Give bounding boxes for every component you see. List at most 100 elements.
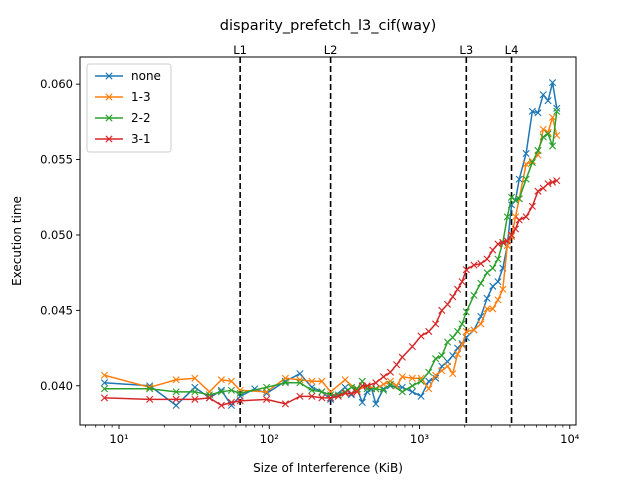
- data-point-marker: [528, 202, 536, 210]
- data-point-marker: [172, 395, 180, 403]
- data-point-marker: [379, 386, 388, 394]
- legend-label: 1-3: [131, 90, 151, 104]
- data-point-marker: [544, 97, 552, 105]
- data-point-marker: [363, 382, 371, 390]
- data-point-marker: [438, 367, 446, 375]
- y-tick-label: 0.045: [40, 303, 73, 317]
- x-tick-label: 10²: [260, 432, 279, 446]
- plot-area: L1 L2 L3 L4: [79, 43, 577, 426]
- data-point-marker: [191, 374, 199, 382]
- data-point-marker: [417, 332, 425, 340]
- data-point-marker: [417, 392, 425, 400]
- data-point-marker: [470, 291, 478, 299]
- y-tick-label: 0.050: [40, 228, 73, 242]
- series-layer: [100, 79, 561, 409]
- data-point-marker: [217, 401, 225, 409]
- data-point-marker: [296, 376, 304, 384]
- data-point-marker: [503, 213, 511, 221]
- x-tick-label: 10¹: [109, 432, 128, 446]
- data-point-marker: [296, 392, 304, 400]
- data-point-marker: [515, 175, 523, 183]
- cache-level-lines: L1 L2 L3 L4: [233, 43, 518, 425]
- y-tick-label: 0.040: [40, 379, 73, 393]
- data-point-marker: [205, 394, 214, 402]
- cache-line-label: L2: [324, 43, 338, 57]
- legend-marker: [105, 114, 113, 122]
- cache-line-label: L4: [505, 43, 519, 57]
- legend-label: 3-1: [131, 132, 151, 146]
- data-point-marker: [483, 269, 491, 277]
- data-point-marker: [100, 371, 109, 379]
- data-point-marker: [281, 379, 289, 387]
- data-point-marker: [386, 377, 394, 385]
- data-point-marker: [408, 342, 416, 351]
- legend-item-1-3: 1-3: [95, 90, 151, 104]
- data-point-marker: [308, 392, 316, 400]
- legend-item-3-1: 3-1: [95, 132, 151, 146]
- data-point-marker: [483, 255, 491, 263]
- legend-label: 2-2: [131, 111, 151, 125]
- data-point-marker: [494, 296, 502, 304]
- data-point-marker: [548, 113, 557, 121]
- data-point-marker: [544, 180, 552, 188]
- data-point-marker: [443, 300, 452, 308]
- data-point-marker: [341, 376, 349, 384]
- data-point-marker: [483, 305, 491, 313]
- data-point-marker: [146, 385, 154, 393]
- data-point-marker: [449, 370, 457, 378]
- data-point-marker: [449, 352, 457, 360]
- legend-marker: [105, 72, 113, 80]
- x-tick-label: 10³: [410, 432, 430, 446]
- data-point-marker: [462, 308, 470, 316]
- data-point-marker: [544, 130, 552, 138]
- y-tick-label: 0.060: [40, 77, 73, 91]
- data-point-marker: [477, 320, 485, 328]
- plot-frame: [79, 56, 577, 426]
- data-point-marker: [393, 382, 401, 390]
- data-point-marker: [511, 196, 520, 204]
- data-point-marker: [227, 377, 236, 385]
- data-point-marker: [353, 388, 361, 396]
- data-point-marker: [470, 261, 478, 269]
- data-point-marker: [398, 353, 406, 361]
- data-point-marker: [372, 400, 380, 408]
- data-point-marker: [379, 380, 388, 388]
- data-point-marker: [227, 386, 236, 394]
- data-point-marker: [296, 379, 304, 387]
- data-point-marker: [494, 240, 502, 248]
- data-point-marker: [494, 255, 502, 263]
- y-axis-label: Execution time: [10, 196, 24, 286]
- data-point-marker: [548, 142, 557, 150]
- data-point-marker: [458, 341, 466, 349]
- data-point-marker: [308, 386, 316, 394]
- data-point-marker: [172, 401, 180, 409]
- data-point-marker: [358, 398, 366, 406]
- data-point-marker: [236, 389, 244, 397]
- data-point-marker: [432, 371, 440, 379]
- data-point-marker: [503, 237, 511, 245]
- data-point-marker: [449, 333, 457, 342]
- data-point-marker: [100, 385, 109, 393]
- legend-item-none: none: [95, 69, 161, 83]
- cache-line-label: L1: [233, 43, 247, 57]
- legend-label: none: [131, 69, 161, 83]
- data-point-marker: [386, 368, 394, 376]
- data-point-marker: [477, 260, 485, 268]
- data-point-marker: [548, 178, 557, 186]
- data-point-marker: [363, 385, 371, 393]
- chart-title: disparity_prefetch_l3_cif(way): [220, 18, 437, 34]
- data-point-marker: [217, 376, 225, 384]
- data-point-marker: [296, 370, 304, 378]
- data-point-marker: [353, 385, 361, 393]
- data-point-marker: [539, 91, 547, 99]
- data-point-marker: [308, 377, 316, 385]
- x-axis-label: Size of Interference (KiB): [253, 461, 403, 475]
- legend-marker: [105, 135, 113, 143]
- data-point-marker: [499, 238, 507, 247]
- data-point-marker: [347, 389, 355, 397]
- data-point-marker: [318, 377, 326, 385]
- data-point-marker: [398, 388, 406, 396]
- data-point-marker: [386, 380, 394, 388]
- data-point-marker: [393, 361, 401, 369]
